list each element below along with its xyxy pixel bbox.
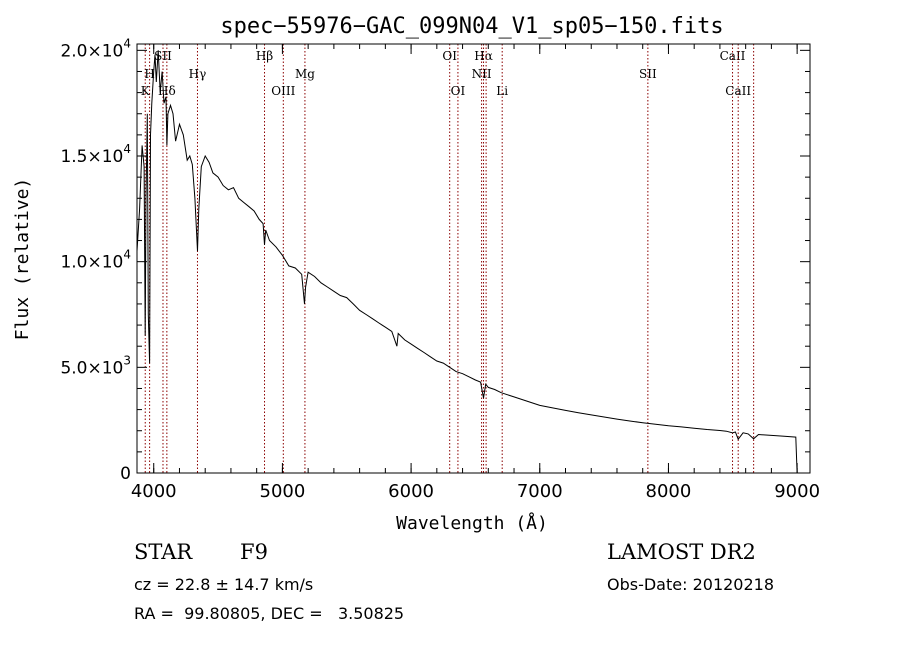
- axis-layer: 4000 5000 6000 7000 8000 9000 0 5.0×103 1.0×104 1…: [60, 36, 820, 502]
- line-label-11: Hα: [474, 49, 493, 63]
- line-label-8: OI: [442, 49, 457, 63]
- line-label-6: OIII: [271, 84, 295, 98]
- line-label-4: Hγ: [189, 67, 207, 81]
- line-label-9: OI: [451, 84, 466, 98]
- line-label-0: K: [141, 84, 151, 98]
- spectrum-layer: [136, 50, 798, 474]
- line-label-1: H: [144, 67, 154, 81]
- y-axis-label: Flux (relative): [12, 178, 33, 341]
- survey-label: LAMOST DR2: [607, 540, 756, 564]
- plot-frame: [136, 43, 811, 474]
- line-label-5: Hβ: [256, 49, 273, 63]
- object-type: STAR: [134, 540, 193, 564]
- spectrum-series-0: [136, 50, 798, 474]
- y-tick-label-3: 1.5×104: [60, 142, 131, 167]
- chart-title: spec−55976−GAC_099N04_V1_sp05−150.fits: [220, 14, 723, 39]
- coordinates: RA = 99.80805, DEC = 3.50825: [134, 604, 405, 623]
- x-tick-label-0: 4000: [131, 481, 177, 502]
- x-tick-label-3: 7000: [517, 481, 563, 502]
- redshift-value: cz = 22.8 ± 14.7 km/s: [134, 575, 314, 594]
- line-label-3: Hδ: [158, 84, 176, 98]
- line-label-2: SII: [154, 49, 172, 63]
- y-tick-label-0: 0: [120, 464, 131, 484]
- line-label-14: SII: [639, 67, 657, 81]
- x-tick-label-4: 8000: [646, 481, 692, 502]
- observation-date: Obs-Date: 20120218: [607, 575, 775, 594]
- spectrum-chart: spec−55976−GAC_099N04_V1_sp05−150.fits K…: [12, 14, 820, 534]
- y-tick-label-1: 5.0×103: [60, 353, 131, 378]
- line-label-7: Mg: [295, 67, 315, 81]
- x-tick-label-5: 9000: [774, 481, 820, 502]
- line-label-10: NII: [472, 67, 492, 81]
- line-label-16: CaII: [725, 84, 751, 98]
- spectral-subclass: F9: [240, 540, 268, 564]
- x-tick-label-2: 6000: [388, 481, 434, 502]
- line-label-13: Li: [496, 84, 508, 98]
- y-tick-label-2: 1.0×104: [60, 248, 131, 273]
- line-label-15: CaII: [720, 49, 746, 63]
- x-axis-label: Wavelength (Å): [396, 512, 548, 534]
- x-tick-label-1: 5000: [260, 481, 306, 502]
- y-tick-label-4: 2.0×104: [60, 36, 131, 61]
